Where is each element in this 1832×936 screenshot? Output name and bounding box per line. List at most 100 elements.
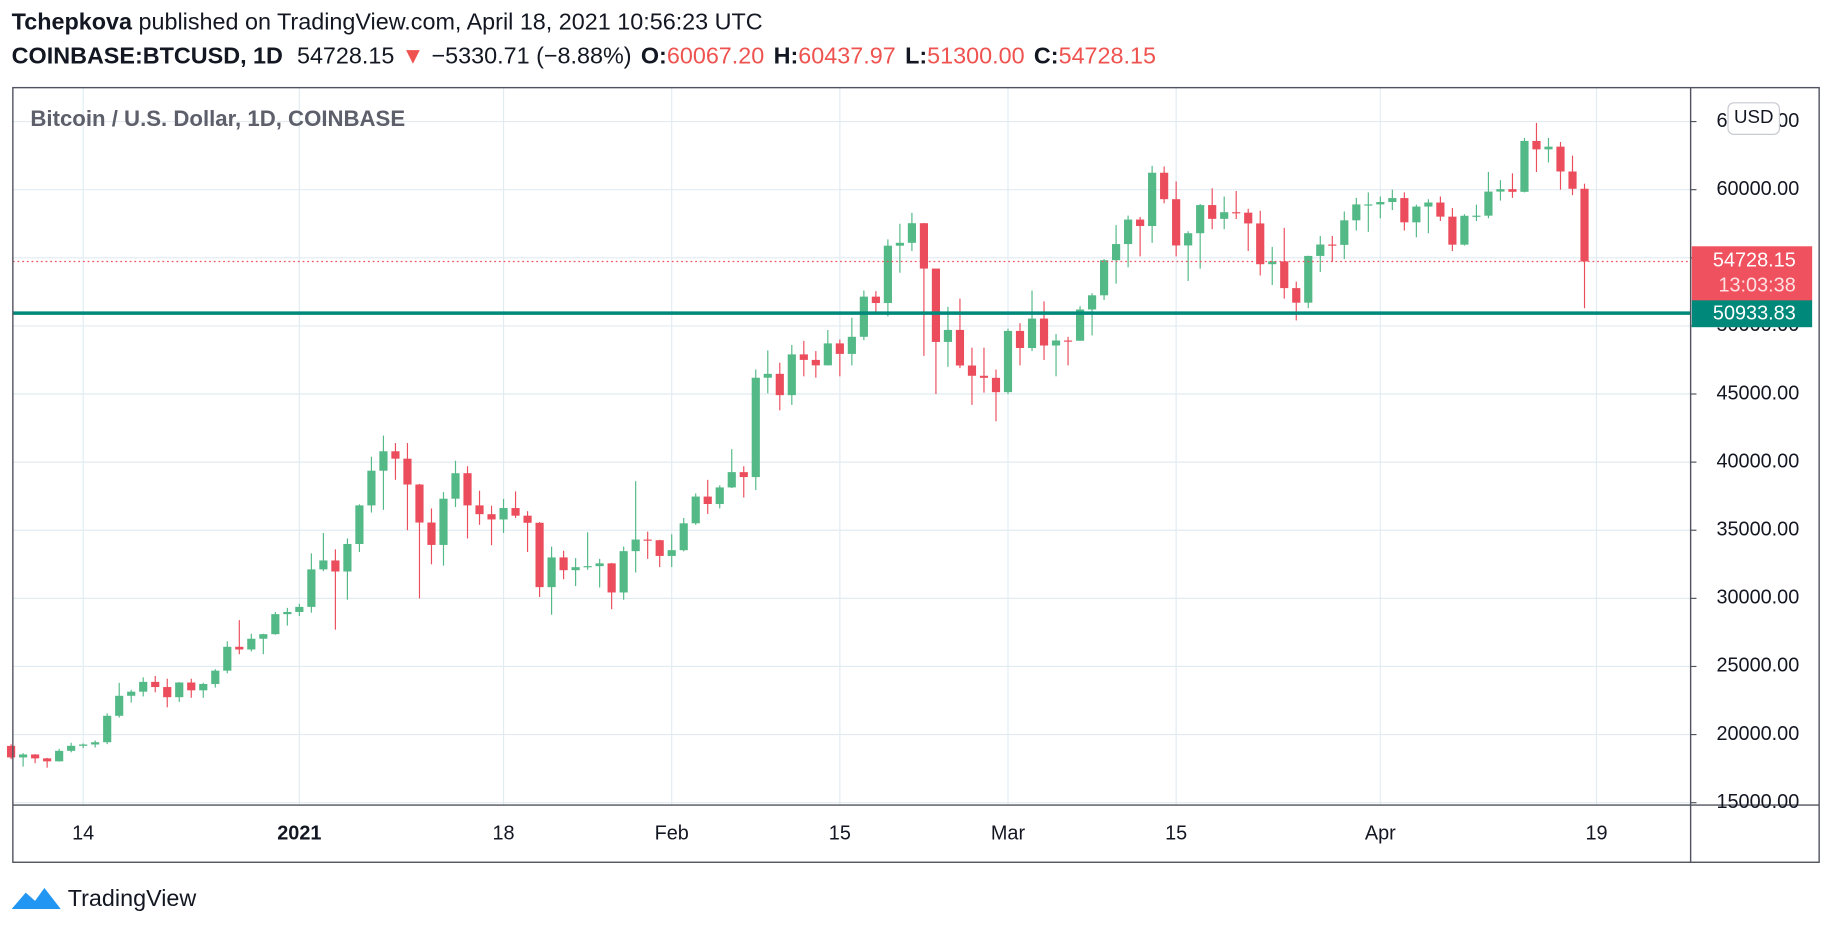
- grid: [12, 87, 1691, 806]
- candle-body: [691, 496, 700, 524]
- candle-body: [391, 451, 400, 459]
- candle-body: [475, 505, 484, 515]
- candle-body: [1172, 199, 1181, 246]
- currency-button[interactable]: USD: [1727, 102, 1781, 135]
- author: Tchepkova: [12, 9, 133, 35]
- candle-body: [1196, 205, 1205, 234]
- candle-body: [31, 754, 40, 759]
- last: 54728.15: [297, 42, 394, 68]
- candle-body: [343, 543, 352, 572]
- candle-body: [235, 646, 244, 650]
- candle-body: [991, 377, 1001, 393]
- candle-body: [619, 551, 628, 593]
- candle-body: [511, 508, 520, 516]
- candle-body: [1556, 146, 1565, 172]
- candle-body: [847, 336, 856, 354]
- y-tick-label: 30000.00: [1716, 587, 1799, 609]
- candle-body: [55, 750, 64, 762]
- candle-body: [1124, 219, 1133, 245]
- candle-body: [703, 496, 712, 505]
- currency[interactable]: USD: [1734, 106, 1773, 127]
- brand-name: TradingView: [68, 885, 197, 911]
- candle-body: [643, 539, 652, 541]
- candle-body: [1244, 212, 1253, 224]
- x-tick-label: 14: [72, 822, 94, 844]
- candle-body: [19, 754, 28, 758]
- currency-box[interactable]: [1727, 102, 1781, 135]
- h-label: H:: [774, 42, 799, 68]
- candle-body: [715, 487, 724, 505]
- c: 54728.15: [1059, 42, 1156, 68]
- c-label: C:: [1034, 42, 1059, 68]
- candle-body: [1112, 244, 1121, 261]
- countdown: 13:03:38: [1718, 274, 1795, 296]
- candle-body: [919, 223, 929, 269]
- candle-body: [1460, 215, 1469, 245]
- arrow: ▼: [401, 42, 424, 68]
- candle-body: [1328, 244, 1337, 246]
- candle-body: [739, 472, 748, 478]
- l-label: L:: [905, 42, 927, 68]
- y-tick-label: 20000.00: [1716, 723, 1799, 745]
- candle-body: [415, 484, 424, 523]
- y-tick-label: 40000.00: [1716, 450, 1799, 472]
- change: −5330.71 (−8.88%): [432, 42, 632, 68]
- candle-body: [367, 470, 376, 506]
- candle-body: [655, 540, 664, 556]
- candle-body: [1087, 295, 1097, 310]
- candle-body: [667, 550, 676, 556]
- candle-body: [151, 681, 160, 688]
- candle-body: [859, 296, 868, 337]
- candle-body: [979, 375, 989, 378]
- y-tick-label: 60000.00: [1716, 178, 1799, 200]
- candle-body: [1352, 204, 1361, 221]
- y-tick-label: 15000.00: [1716, 791, 1799, 813]
- candle-body: [1220, 212, 1229, 219]
- candle-body: [1256, 223, 1265, 265]
- candle-body: [1003, 330, 1013, 393]
- candle-body: [463, 473, 472, 506]
- candle-body: [1544, 146, 1553, 150]
- candle-body: [1051, 340, 1061, 346]
- candle-body: [1376, 202, 1385, 205]
- candle-body: [727, 472, 736, 488]
- candle-body: [127, 691, 136, 696]
- candle-body: [1436, 202, 1445, 217]
- candle-body: [355, 505, 364, 544]
- candle-body: [547, 557, 556, 588]
- candle-body: [163, 687, 172, 698]
- candle-body: [79, 744, 88, 746]
- candle-body: [787, 354, 796, 396]
- candle-body: [1400, 198, 1409, 223]
- candle-body: [1316, 244, 1325, 256]
- candle-body: [607, 563, 616, 593]
- candle-body: [319, 560, 328, 570]
- candle-body: [247, 638, 256, 650]
- header-line-2: COINBASE:BTCUSD, 1D 54728.15 ▼ −5330.71 (−8…: [12, 42, 1156, 68]
- candle-body: [895, 242, 904, 246]
- x-tick-label: Mar: [991, 822, 1026, 844]
- candle-body: [1340, 220, 1349, 245]
- candle-body: [295, 606, 304, 612]
- candle-body: [211, 670, 220, 684]
- l: 51300.00: [927, 42, 1024, 68]
- candle-body: [535, 522, 544, 588]
- candle-body: [1208, 205, 1217, 219]
- candle-body: [1292, 288, 1301, 303]
- last-price-label: 54728.15: [1713, 250, 1796, 272]
- candle-body: [835, 343, 844, 354]
- candle-body: [1568, 171, 1577, 189]
- candle-body: [1039, 318, 1049, 346]
- candle-body: [1388, 198, 1397, 203]
- candle-body: [91, 742, 100, 745]
- candle-body: [679, 523, 688, 551]
- candle-body: [283, 611, 292, 615]
- candle-body: [559, 557, 568, 571]
- candle-body: [487, 514, 496, 520]
- last-price-box: [1691, 246, 1813, 302]
- symbol: COINBASE:BTCUSD, 1D: [12, 42, 283, 68]
- x-tick-label: 19: [1585, 822, 1607, 844]
- header-line-1: Tchepkova published on TradingView.com, …: [12, 9, 763, 35]
